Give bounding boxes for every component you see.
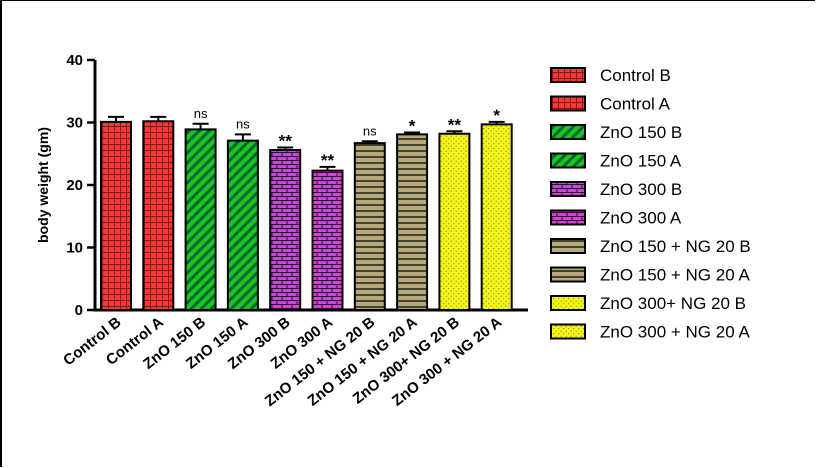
legend-label: ZnO 300 B: [600, 180, 682, 199]
legend-swatch: [550, 152, 586, 169]
legend-label: ZnO 150 + NG 20 A: [600, 266, 750, 285]
bar: [142, 120, 175, 311]
significance-label: ns: [236, 116, 250, 131]
legend-label: ZnO 150 B: [600, 123, 682, 142]
y-axis-label: body weight (gm): [35, 127, 51, 243]
y-tick-label: 30: [66, 115, 83, 132]
significance-label: *: [409, 117, 416, 136]
bar: [184, 128, 217, 311]
bar: [269, 149, 302, 311]
legend-label: ZnO 300 + NG 20 A: [600, 323, 750, 342]
legend: Control B Control A ZnO 150 B ZnO 150 A ZnO …: [550, 66, 751, 342]
y-tick-label: 40: [66, 52, 83, 69]
y-tick-label: 20: [66, 177, 83, 194]
bar: [100, 120, 132, 311]
legend-swatch: [550, 67, 586, 83]
legend-swatch: [550, 323, 586, 340]
bar: [438, 132, 471, 311]
significance-label: *: [493, 106, 500, 125]
significance-label: ns: [363, 123, 377, 138]
legend-label: ZnO 300+ NG 20 B: [600, 294, 746, 313]
legend-label: Control B: [600, 66, 671, 85]
legend-swatch: [550, 124, 586, 140]
y-tick-label: 10: [66, 240, 83, 257]
legend-swatch: [550, 95, 586, 112]
bar: [480, 123, 513, 311]
significance-label: ns: [194, 106, 208, 121]
legend-label: ZnO 300 A: [600, 209, 682, 228]
legend-swatch: [550, 295, 586, 311]
bar: [396, 133, 429, 311]
legend-swatch: [550, 181, 586, 197]
legend-label: ZnO 150 + NG 20 B: [600, 237, 751, 256]
legend-label: ZnO 150 A: [600, 152, 682, 171]
legend-swatch: [550, 266, 586, 283]
legend-swatch: [550, 209, 586, 226]
significance-label: **: [448, 115, 462, 134]
significance-label: **: [321, 151, 335, 170]
y-tick-label: 0: [75, 302, 83, 319]
bar: [226, 139, 259, 311]
bar: [311, 169, 344, 311]
legend-label: Control A: [600, 95, 671, 114]
bar: [353, 142, 386, 311]
legend-swatch: [550, 238, 586, 254]
significance-label: **: [279, 132, 293, 151]
